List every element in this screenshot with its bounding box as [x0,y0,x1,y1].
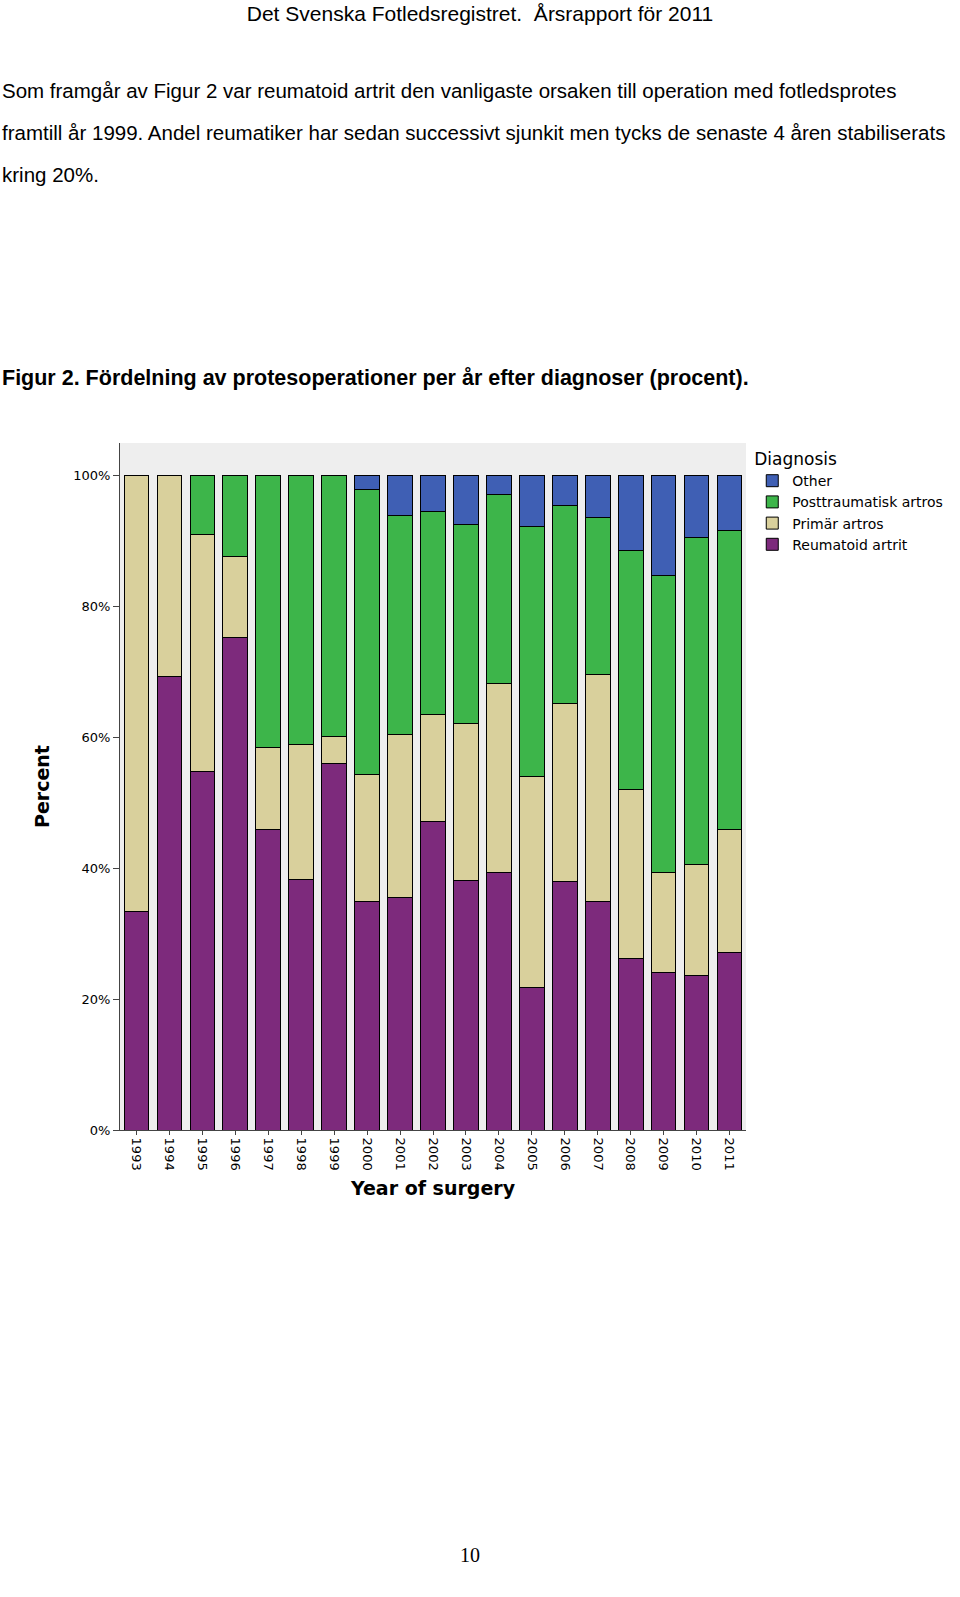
svg-text:1998: 1998 [294,1138,309,1171]
svg-text:Primär artros: Primär artros [792,516,883,532]
svg-text:1993: 1993 [129,1138,144,1171]
svg-text:2009: 2009 [656,1138,671,1171]
svg-text:0%: 0% [90,1123,111,1138]
svg-text:1997: 1997 [261,1138,276,1171]
svg-text:60%: 60% [81,730,110,745]
html-text:Som framgår av Figur 2 var reu: Som framgår av Figur 2 var reumatoid art… [2,79,946,186]
svg-text:2010: 2010 [689,1138,704,1171]
svg-text:2000: 2000 [360,1138,375,1171]
svg-text:Diagnosis: Diagnosis [754,449,837,469]
svg-text:2004: 2004 [492,1138,507,1171]
svg-text:1995: 1995 [195,1138,210,1171]
svg-text:Percent: Percent [31,745,53,828]
svg-text:20%: 20% [81,992,110,1007]
svg-text:2003: 2003 [459,1138,474,1171]
svg-text:Posttraumatisk artros: Posttraumatisk artros [792,494,943,510]
html-text:Det Svenska Fotledsregistret.: Det Svenska Fotledsregistret. Årsrapport… [246,2,714,25]
svg-text:2002: 2002 [426,1138,441,1171]
html-text:10: 10 [460,1544,480,1566]
svg-text:2001: 2001 [393,1138,408,1171]
svg-text:Reumatoid artrit: Reumatoid artrit [792,537,908,553]
svg-text:2007: 2007 [591,1138,606,1171]
svg-text:80%: 80% [81,599,110,614]
svg-text:2008: 2008 [623,1138,638,1171]
svg-text:2006: 2006 [558,1138,573,1171]
svg-text:Other: Other [792,473,832,489]
svg-text:1999: 1999 [327,1138,342,1171]
svg-text:1996: 1996 [228,1138,243,1171]
svg-text:2011: 2011 [722,1138,737,1171]
html-text:Figur 2. Fördelning av proteso: Figur 2. Fördelning av protesoperationer… [2,366,749,390]
svg-text:40%: 40% [81,861,110,876]
svg-text:1994: 1994 [162,1138,177,1171]
svg-text:2005: 2005 [525,1138,540,1171]
svg-text:Year of surgery: Year of surgery [350,1177,516,1199]
svg-text:100%: 100% [73,468,110,483]
